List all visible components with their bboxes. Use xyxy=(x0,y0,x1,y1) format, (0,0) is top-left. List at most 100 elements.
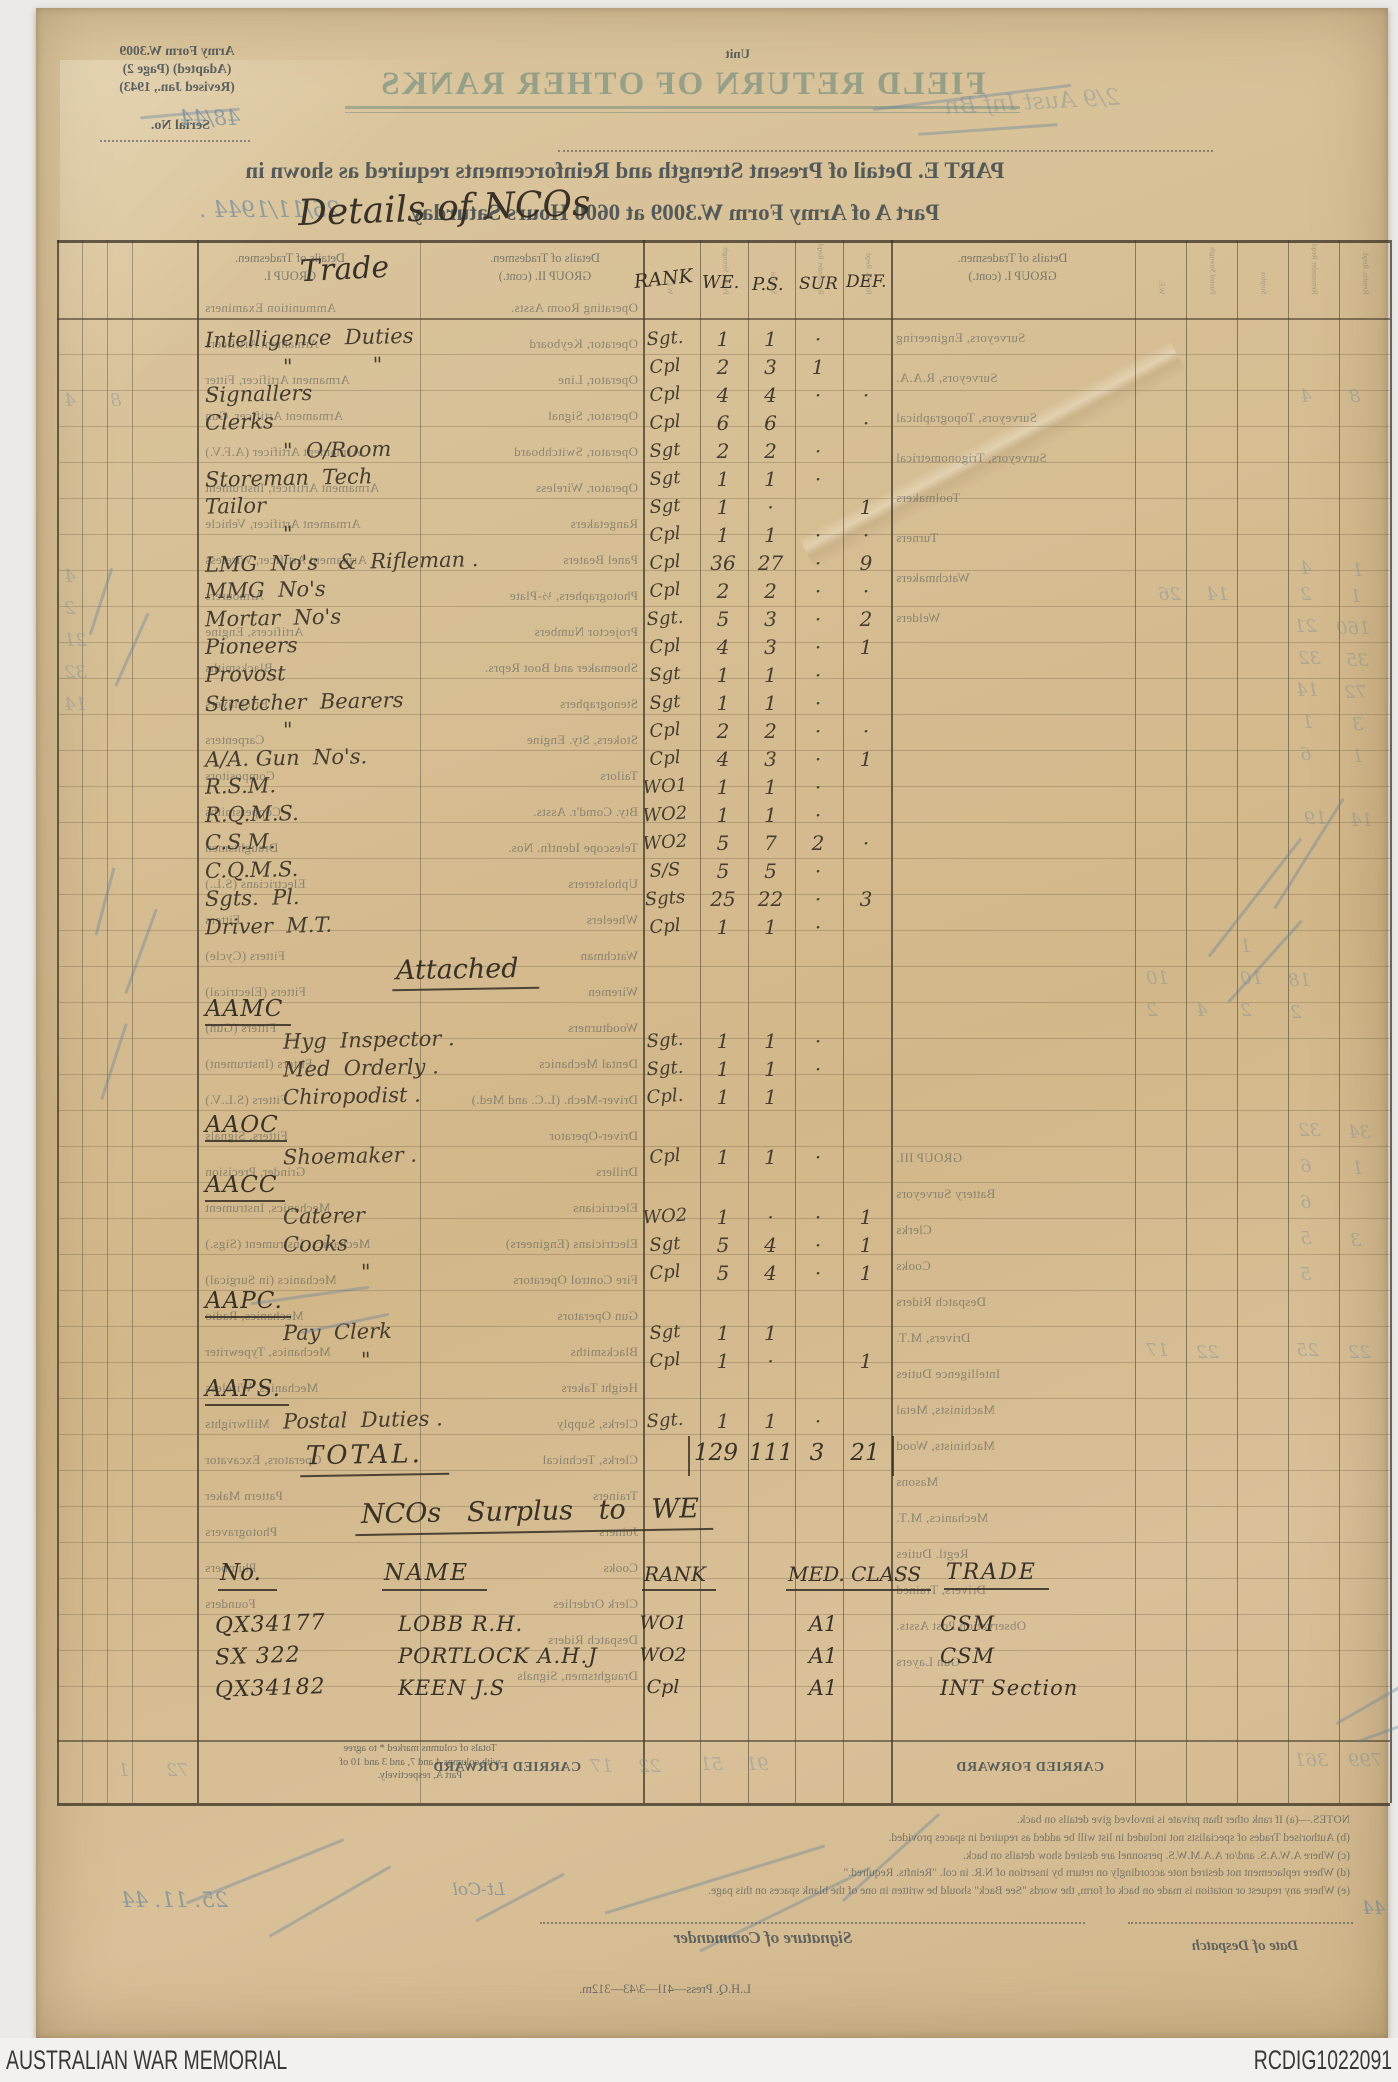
section-label: AAPC. xyxy=(205,1288,291,1318)
grid-hline xyxy=(57,966,1390,967)
row-sur: · xyxy=(814,663,822,687)
blue-number: 1 xyxy=(118,1760,130,1781)
row-def: · xyxy=(862,411,870,435)
grid-hline xyxy=(57,858,1390,859)
row-ps: 1 xyxy=(764,691,777,715)
row-ps: 7 xyxy=(764,831,777,855)
row-ps: 1 xyxy=(764,327,777,351)
blue-number: 34 xyxy=(1348,1122,1371,1143)
row-we: 1 xyxy=(716,1145,730,1169)
row-we: 1 xyxy=(716,775,730,799)
row-ps: 1 xyxy=(764,1029,777,1053)
row-we: 1 xyxy=(716,495,730,519)
grid-hline xyxy=(57,1254,1390,1255)
printed-trade-label: Drivers, M.T. xyxy=(896,1330,971,1345)
row-trade: MMG No's xyxy=(204,576,326,604)
grid-vline xyxy=(420,240,421,1803)
blue-number: 14 xyxy=(1350,810,1373,831)
blue-number: 2 xyxy=(1146,1000,1158,1021)
blue-number: 1 xyxy=(1350,586,1362,607)
blue-number: 22 xyxy=(1348,1342,1371,1363)
row-we: 1 xyxy=(716,1085,730,1109)
blue-number: 14 xyxy=(1206,584,1229,605)
surplus-rank: WO1 xyxy=(639,1612,687,1634)
blue-number: 25 xyxy=(1296,1340,1319,1361)
row-we: 36 xyxy=(710,551,736,575)
row-trade: R.Q.M.S. xyxy=(204,801,300,827)
printed-header-line: Details of Tradesmen. xyxy=(234,251,346,265)
grid-vline xyxy=(1339,240,1340,1803)
blue-number: 21 xyxy=(1294,616,1317,637)
paper-sheet xyxy=(36,8,1388,2038)
surplus-col-no: No. xyxy=(218,1560,277,1591)
grid-vline xyxy=(1135,240,1136,1803)
grid-hline xyxy=(57,462,1390,463)
row-sur: · xyxy=(814,635,822,659)
row-we: 1 xyxy=(716,1205,730,1229)
blue-number: 14 xyxy=(64,694,87,715)
printed-trade-label: Welders xyxy=(896,610,941,625)
printed-trade-label: Surveyors, R.A.A. xyxy=(896,370,998,385)
grid-hline xyxy=(57,1326,1390,1327)
printed-trade-label: Fire Control Operators xyxy=(512,1272,638,1287)
printed-trade-label: Wheelers xyxy=(586,912,638,927)
numeric-col-header: W.E. xyxy=(1157,279,1167,295)
signature-line xyxy=(540,1922,1085,1924)
row-trade: Shoemaker . xyxy=(282,1142,418,1170)
surplus-col-trade: TRADE xyxy=(944,1560,1049,1590)
printed-trade-label: Projector Numbers xyxy=(534,624,638,639)
row-def: 3 xyxy=(859,887,873,911)
row-ps: · xyxy=(767,495,774,519)
printed-trade-label: Despatch Riders xyxy=(896,1294,987,1309)
row-def: 1 xyxy=(859,495,873,519)
grid-vline xyxy=(82,240,83,1803)
section-label: AAMC xyxy=(205,996,292,1026)
blue-number: 2 xyxy=(1240,1000,1252,1021)
section-label: AAPS. xyxy=(205,1376,289,1406)
row-sur: · xyxy=(814,1261,822,1285)
surplus-rank: WO2 xyxy=(639,1644,687,1666)
blue-number: 4 xyxy=(64,390,76,411)
blue-number: 5 xyxy=(1300,1228,1312,1249)
despatch-line xyxy=(1128,1922,1353,1924)
blue-number: 361 xyxy=(1294,1750,1329,1771)
form-title-underline xyxy=(345,112,1020,113)
numeric-col-header: Reinfts. Reqd. xyxy=(864,251,874,295)
blue-number: 6 xyxy=(1300,1192,1312,1213)
footer-reference: RCDIG1022091 xyxy=(1253,2045,1392,2075)
row-ps: 6 xyxy=(764,411,777,435)
printed-header-center: Details of Tradesmen. GROUP II. (cont.) xyxy=(455,250,635,285)
row-ps: 4 xyxy=(764,1233,777,1257)
printed-trade-label: Upholsterers xyxy=(567,876,638,891)
surplus-no: QX34177 xyxy=(214,1610,327,1639)
row-sur: · xyxy=(814,467,822,491)
printed-trade-label: Photographers, ½-Plate xyxy=(509,588,638,603)
row-def: · xyxy=(862,719,870,743)
blue-number: 32 xyxy=(64,662,87,683)
part-e-line1: PART E. Detail of Present Strength and R… xyxy=(245,158,1005,183)
row-trade: Intelligence Duties xyxy=(204,323,414,353)
blue-number: 6 xyxy=(1300,1156,1312,1177)
carried-forward-label: CARRIED FORWARD xyxy=(955,1760,1105,1775)
blue-number: 4 xyxy=(1196,1000,1208,1021)
row-sur: · xyxy=(814,887,822,911)
blue-number: 160 xyxy=(1336,618,1371,639)
row-trade: Driver M.T. xyxy=(204,912,333,940)
grid-hline xyxy=(57,1218,1390,1219)
blue-number: 3 xyxy=(1352,714,1364,735)
row-we: 5 xyxy=(716,859,730,883)
despatch-label: Date of Despatch xyxy=(1191,1938,1299,1954)
surplus-col-rank: RANK xyxy=(642,1562,716,1591)
row-sur: · xyxy=(814,439,822,463)
grid-hline xyxy=(57,1362,1390,1363)
row-we: 1 xyxy=(716,467,730,491)
grid-hline xyxy=(57,642,1390,643)
row-trade: Med Orderly . xyxy=(282,1054,440,1082)
blue-number: 26 xyxy=(1158,584,1181,605)
total-box xyxy=(688,1436,894,1476)
row-sur: · xyxy=(814,551,822,575)
printed-header-line: GROUP I. (cont.) xyxy=(968,268,1057,283)
grid-hline xyxy=(57,894,1390,895)
row-ps: 2 xyxy=(764,579,777,603)
row-def: 2 xyxy=(859,607,873,631)
